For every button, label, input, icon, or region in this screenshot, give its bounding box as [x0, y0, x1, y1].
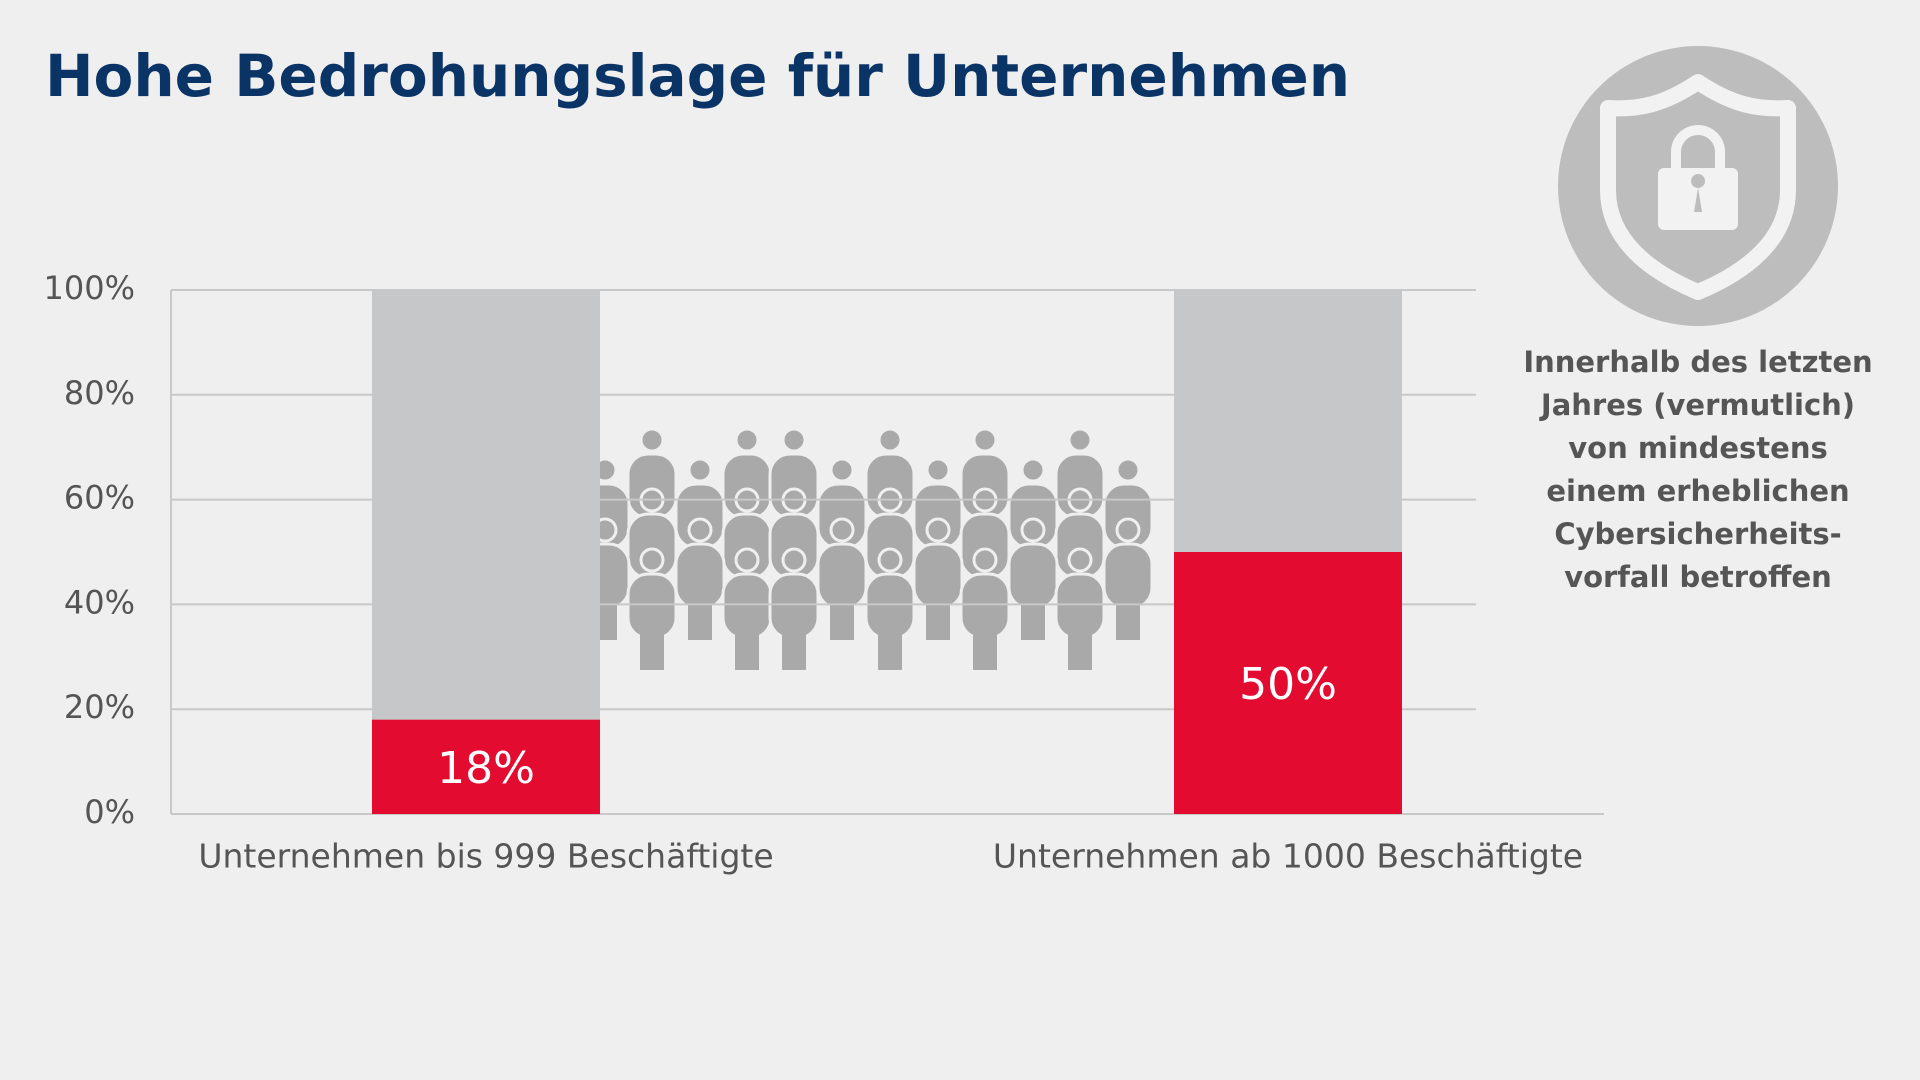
person-head: [734, 427, 760, 453]
person-legs: [640, 630, 664, 670]
person-head: [734, 547, 760, 573]
y-tick-label: 0%: [84, 793, 135, 831]
person-head: [1115, 457, 1141, 483]
y-tick-label: 80%: [64, 374, 135, 412]
person-legs: [926, 600, 950, 640]
bar: [372, 719, 600, 814]
person-body: [816, 542, 868, 610]
annotation: Cybersicherheits-: [1554, 517, 1841, 551]
annotation: vorfall betroffen: [1564, 560, 1832, 594]
person-body: [1054, 572, 1106, 640]
person-head: [829, 517, 855, 543]
y-tick-label: 60%: [64, 479, 135, 517]
shield: [1600, 74, 1796, 300]
person-body: [1102, 542, 1154, 610]
x-tick-label: Unternehmen ab 1000 Beschäftigte: [993, 837, 1583, 876]
person-body: [912, 542, 964, 610]
person-body: [674, 542, 726, 610]
person-body: [959, 572, 1011, 640]
person-head: [972, 547, 998, 573]
person-head: [1020, 517, 1046, 543]
x-tick-label: Unternehmen bis 999 Beschäftigte: [198, 837, 773, 876]
person-head: [972, 427, 998, 453]
person-head: [687, 517, 713, 543]
person-head: [1067, 547, 1093, 573]
person-head: [687, 457, 713, 483]
chart-title: Hohe Bedrohungslage für Unternehmen: [45, 42, 1350, 110]
person-legs: [1068, 630, 1092, 670]
person-head: [829, 457, 855, 483]
person-body: [1007, 542, 1059, 610]
person-legs: [830, 600, 854, 640]
annotation: Innerhalb des letzten: [1523, 345, 1872, 379]
person-legs: [782, 630, 806, 670]
value-label: 50%: [1239, 659, 1337, 710]
person-legs: [878, 630, 902, 670]
person-head: [639, 427, 665, 453]
person-head: [639, 547, 665, 573]
person-legs: [735, 630, 759, 670]
person-head: [781, 427, 807, 453]
y-tick-label: 100%: [44, 269, 135, 307]
shield-icon: [1558, 46, 1838, 326]
bar: [1174, 552, 1402, 814]
keyhole: [1691, 174, 1706, 212]
person-legs: [1116, 600, 1140, 640]
person-head: [925, 457, 951, 483]
annotation: von mindestens: [1568, 431, 1828, 465]
person-body: [768, 572, 820, 640]
y-tick-label: 20%: [64, 688, 135, 726]
person-legs: [973, 630, 997, 670]
person-head: [877, 547, 903, 573]
annotation: Jahres (vermutlich): [1539, 388, 1855, 422]
person-body: [626, 572, 678, 640]
person-head: [1115, 517, 1141, 543]
person-legs: [688, 600, 712, 640]
person-head: [1020, 457, 1046, 483]
y-tick-label: 40%: [64, 583, 135, 621]
person-head: [877, 427, 903, 453]
person-head: [1067, 427, 1093, 453]
person-head: [925, 517, 951, 543]
person-body: [864, 572, 916, 640]
person-legs: [1021, 600, 1045, 640]
annotation: einem erheblichen: [1546, 474, 1849, 508]
person-body: [721, 572, 773, 640]
lock-shackle: [1671, 125, 1725, 170]
value-label: 18%: [437, 743, 535, 794]
person-head: [781, 547, 807, 573]
